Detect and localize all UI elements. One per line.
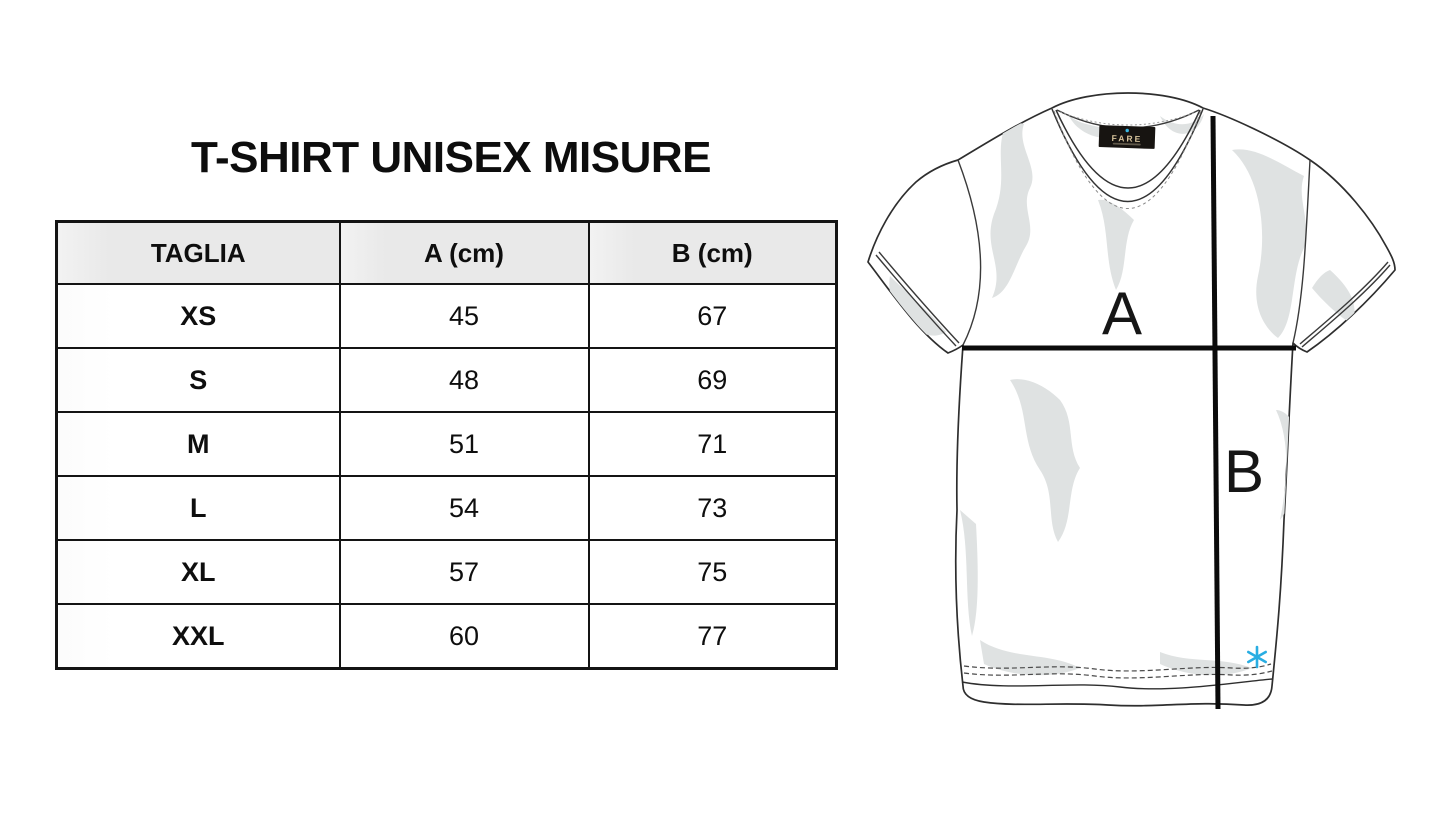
size-label: XS: [55, 283, 341, 349]
a-value: 48: [338, 347, 590, 413]
b-value: 69: [587, 347, 838, 413]
hem-stitching: [961, 663, 1273, 690]
tshirt-measurement-diagram: FARE A B: [860, 80, 1445, 740]
brand-tag-text: FARE: [1111, 133, 1142, 144]
measure-b-label: B: [1224, 438, 1264, 505]
a-value: 45: [338, 283, 590, 349]
tshirt-outline: [867, 92, 1396, 707]
a-value: 57: [338, 539, 590, 605]
table-row: S 48 69: [55, 347, 838, 413]
neck-brand-tag: FARE: [1098, 125, 1156, 149]
table-row: L 54 73: [55, 475, 838, 541]
fabric-shading: [889, 114, 1355, 676]
size-label: XL: [55, 539, 341, 605]
size-label: M: [55, 411, 341, 477]
b-value: 71: [587, 411, 838, 477]
column-header-b-cm: B (cm): [587, 220, 838, 285]
column-header-taglia: TAGLIA: [55, 220, 341, 285]
a-value: 51: [338, 411, 590, 477]
table-header-row: TAGLIA A (cm) B (cm): [55, 220, 838, 285]
sleeve-seams: [875, 159, 1391, 348]
table-row: M 51 71: [55, 411, 838, 477]
footnote-asterisk-icon: [1247, 645, 1267, 669]
b-value: 77: [587, 603, 838, 670]
measure-a-label: A: [1102, 280, 1142, 347]
table-row: XS 45 67: [55, 283, 838, 349]
collar: [1051, 108, 1204, 209]
column-header-a-cm: A (cm): [338, 220, 590, 285]
table-row: XL 57 75: [55, 539, 838, 605]
b-value: 75: [587, 539, 838, 605]
tshirt-illustration: FARE A B: [867, 92, 1396, 710]
size-table: TAGLIA A (cm) B (cm) XS 45 67 S 48 69 M …: [55, 220, 838, 670]
b-value: 73: [587, 475, 838, 541]
page-title: T-SHIRT UNISEX MISURE: [191, 133, 712, 182]
brand-dot-icon: [1125, 128, 1129, 133]
table-row: XXL 60 77: [55, 603, 838, 670]
a-value: 54: [338, 475, 590, 541]
size-label: L: [55, 475, 341, 541]
size-label: XXL: [55, 603, 341, 670]
size-label: S: [55, 347, 341, 413]
a-value: 60: [338, 603, 590, 670]
b-value: 67: [587, 283, 838, 349]
measure-b-line: [1210, 115, 1221, 710]
